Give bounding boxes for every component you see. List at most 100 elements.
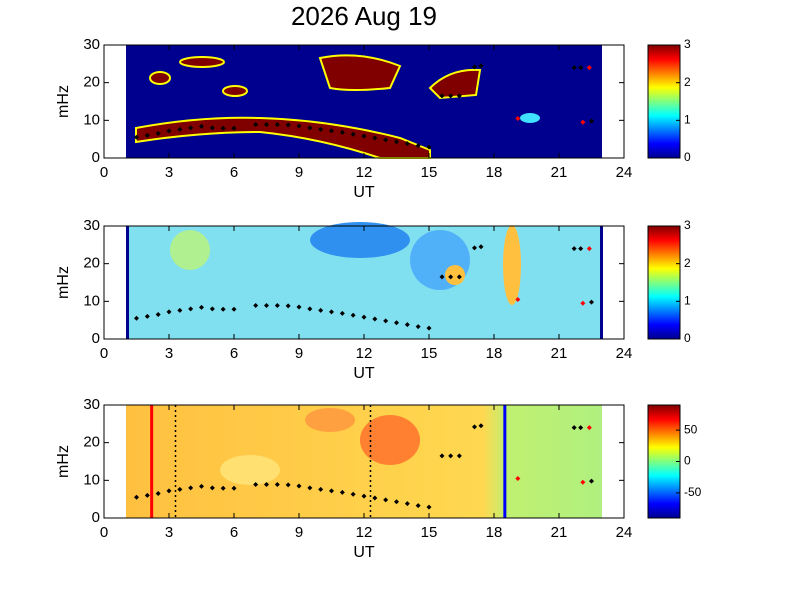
- data-point: [209, 306, 215, 312]
- data-point: [296, 123, 302, 129]
- colorbar-tick-label: 50: [684, 422, 698, 436]
- colorbar: [647, 44, 681, 159]
- y-axis-label: mHz: [55, 266, 72, 299]
- x-tick-label: 21: [551, 524, 568, 541]
- data-point: [515, 475, 521, 481]
- x-tick-label: 6: [230, 345, 238, 362]
- data-point: [253, 481, 259, 487]
- data-point: [589, 478, 594, 484]
- data-point: [329, 488, 334, 494]
- x-tick-label: 12: [356, 164, 373, 181]
- data-point: [394, 320, 399, 326]
- colorbar-tick-label: 2: [684, 75, 691, 89]
- x-tick-label: 24: [616, 345, 633, 362]
- data-point: [307, 306, 313, 312]
- data-point: [372, 135, 378, 141]
- data-point: [456, 453, 462, 459]
- data-point: [372, 495, 378, 501]
- data-point: [329, 128, 334, 134]
- data-point: [578, 65, 584, 71]
- data-point: [264, 481, 269, 487]
- data-point: [478, 63, 484, 69]
- data-point: [404, 501, 410, 507]
- data-point: [580, 479, 586, 485]
- data-point: [144, 313, 150, 319]
- x-tick-label: 0: [100, 345, 108, 362]
- data-point: [231, 306, 237, 312]
- data-point: [144, 492, 150, 498]
- colorbar-tick-label: 1: [684, 294, 691, 308]
- y-tick-label: 0: [92, 330, 100, 347]
- data-point: [307, 485, 313, 491]
- data-point: [134, 134, 139, 140]
- data-point: [439, 453, 445, 459]
- x-axis-label: UT: [353, 184, 375, 201]
- data-point: [383, 497, 389, 503]
- data-point: [472, 245, 477, 251]
- data-point: [456, 274, 462, 280]
- y-tick-label: 0: [92, 149, 100, 166]
- colorbar-tick-label: 0: [684, 454, 691, 468]
- data-point: [578, 246, 584, 252]
- data-point: [426, 504, 432, 510]
- x-tick-label: 18: [486, 524, 503, 541]
- data-point: [296, 483, 302, 489]
- data-point: [515, 115, 521, 121]
- data-point: [264, 302, 269, 308]
- data-point: [439, 93, 445, 99]
- data-point: [456, 93, 462, 99]
- data-point: [296, 304, 302, 310]
- data-point: [253, 302, 259, 308]
- data-point: [285, 303, 291, 309]
- colorbar-tick-label: 3: [684, 218, 691, 232]
- data-point: [478, 244, 484, 250]
- data-point: [426, 144, 432, 150]
- y-axis-label: mHz: [55, 445, 72, 478]
- data-point: [578, 425, 584, 431]
- data-point: [166, 309, 172, 315]
- y-tick-label: 10: [83, 292, 100, 309]
- data-point: [231, 125, 237, 131]
- data-point: [415, 143, 421, 149]
- data-point: [580, 119, 586, 125]
- data-point: [177, 307, 183, 313]
- data-point: [177, 486, 183, 492]
- colorbar-tick-label: 0: [684, 331, 691, 345]
- data-point: [231, 485, 237, 491]
- data-point: [383, 318, 389, 324]
- data-point: [274, 481, 280, 487]
- heatmap-2: [126, 222, 603, 339]
- data-point: [166, 488, 172, 494]
- data-point: [350, 491, 356, 497]
- data-point: [155, 131, 161, 137]
- data-point: [571, 65, 577, 71]
- x-tick-label: 18: [486, 345, 503, 362]
- data-point: [350, 131, 356, 137]
- data-point: [361, 133, 367, 139]
- data-point: [329, 309, 334, 315]
- data-point: [586, 246, 592, 252]
- x-tick-label: 9: [295, 345, 303, 362]
- x-axis-label: UT: [353, 365, 375, 382]
- data-point: [166, 128, 172, 134]
- data-point: [571, 425, 577, 431]
- colorbar-tick-label: 1: [684, 113, 691, 127]
- data-point: [586, 425, 592, 431]
- data-point: [318, 126, 324, 132]
- data-point: [580, 300, 586, 306]
- x-tick-label: 18: [486, 164, 503, 181]
- data-point: [220, 125, 226, 131]
- y-tick-label: 10: [83, 471, 100, 488]
- data-point: [188, 485, 194, 491]
- data-point: [339, 489, 345, 495]
- data-point: [199, 483, 204, 489]
- data-point: [209, 485, 215, 491]
- colorbar: [647, 225, 681, 340]
- x-tick-label: 24: [616, 164, 633, 181]
- x-tick-label: 3: [165, 524, 173, 541]
- data-point: [285, 482, 291, 488]
- y-tick-label: 20: [83, 255, 100, 272]
- data-point: [394, 139, 399, 145]
- y-tick-label: 0: [92, 509, 100, 526]
